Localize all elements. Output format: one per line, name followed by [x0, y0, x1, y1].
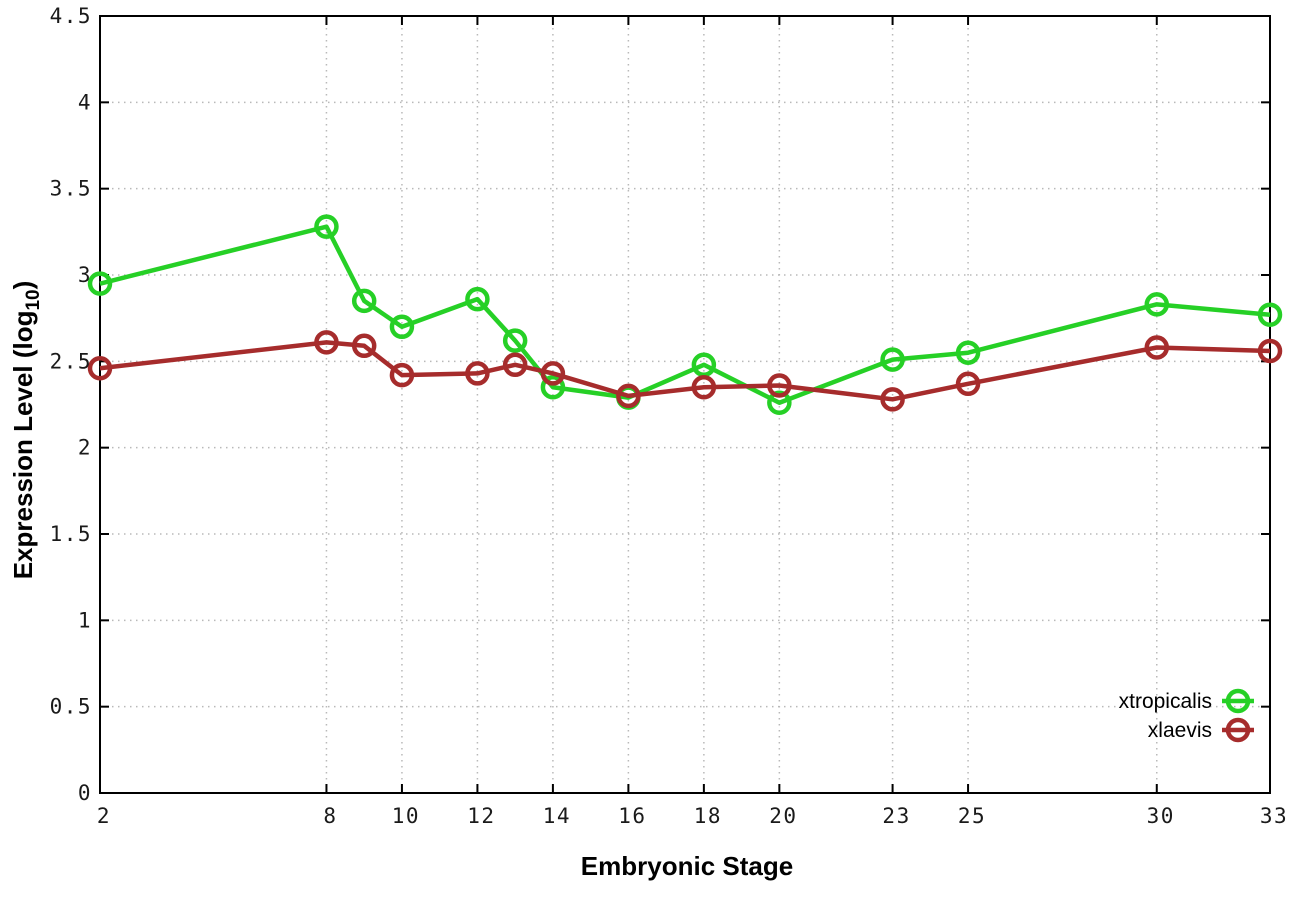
data-point-marker-xtropicalis — [767, 390, 792, 416]
y-tick-label: 3.5 — [50, 177, 92, 201]
data-point-marker-xtropicalis — [1257, 302, 1283, 327]
y-tick-label: 4.5 — [50, 4, 92, 28]
data-point-marker-xtropicalis — [465, 286, 490, 312]
y-tick-label: 0 — [78, 781, 92, 805]
legend-item-xtropicalis: xtropicalis — [1119, 688, 1254, 714]
data-point-marker-xlaevis — [540, 361, 566, 386]
y-axis-title-prefix: Expression Level (log — [8, 311, 38, 580]
data-point-marker-xlaevis — [691, 374, 717, 400]
series-line-xtropicalis — [99, 224, 1271, 406]
legend-label: xtropicalis — [1119, 690, 1212, 713]
x-tick-label: 33 — [1260, 804, 1288, 828]
data-point-marker-xtropicalis — [1144, 292, 1170, 317]
data-point-marker-xtropicalis — [87, 271, 113, 296]
legend-item-xlaevis: xlaevis — [1148, 717, 1254, 743]
y-tick-label: 1.5 — [50, 522, 92, 546]
data-point-marker-xlaevis — [880, 387, 905, 412]
data-point-marker-xtropicalis — [502, 328, 528, 353]
data-point-marker-xlaevis — [767, 373, 792, 398]
x-tick-label: 20 — [769, 804, 797, 828]
y-tick-label: 0.5 — [50, 695, 92, 719]
legend: xtropicalis xlaevis — [1119, 688, 1254, 743]
legend-marker — [1225, 688, 1251, 714]
data-point-marker-xtropicalis — [351, 288, 377, 314]
data-point-marker-xtropicalis — [389, 314, 415, 340]
data-point-marker-xlaevis — [87, 355, 113, 381]
plot-border — [99, 15, 1271, 794]
data-point-marker-xlaevis — [389, 362, 415, 388]
x-tick-label: 8 — [323, 804, 337, 828]
x-tick-label: 23 — [882, 804, 910, 828]
x-tick-label: 10 — [392, 804, 420, 828]
data-point-marker-xlaevis — [465, 361, 490, 386]
x-tick-label: 25 — [958, 804, 986, 828]
y-tick-label: 3 — [78, 263, 92, 287]
data-point-marker-xtropicalis — [540, 374, 566, 400]
data-point-marker-xtropicalis — [691, 352, 717, 378]
x-axis-title: Embryonic Stage — [581, 851, 793, 881]
y-tick-label: 2.5 — [50, 349, 92, 373]
data-point-marker-xtropicalis — [880, 347, 905, 372]
y-tick-label: 2 — [78, 436, 92, 460]
legend-marker — [1225, 717, 1251, 743]
data-point-marker-xlaevis — [1144, 335, 1170, 360]
x-tick-label: 30 — [1147, 804, 1175, 828]
x-tick-label: 12 — [467, 804, 495, 828]
x-tick-label: 16 — [618, 804, 646, 828]
y-axis-title-subscript: 10 — [23, 289, 44, 310]
y-tick-label: 1 — [78, 608, 92, 632]
y-axis-title: Expression Level (log10) — [8, 281, 44, 580]
data-point-marker-xlaevis — [502, 352, 528, 378]
data-point-marker-xlaevis — [616, 383, 641, 409]
x-tick-label: 14 — [543, 804, 571, 828]
data-point-marker-xtropicalis — [314, 214, 339, 239]
y-axis-title-suffix: ) — [8, 281, 38, 290]
data-point-marker-xlaevis — [955, 371, 981, 397]
data-point-marker-xtropicalis — [955, 340, 981, 365]
y-tick-label: 4 — [78, 90, 92, 114]
data-point-marker-xlaevis — [314, 330, 339, 355]
legend-label: xlaevis — [1148, 719, 1212, 742]
data-point-marker-xlaevis — [351, 333, 377, 359]
x-tick-label: 18 — [694, 804, 722, 828]
x-tick-label: 2 — [97, 804, 111, 828]
data-point-marker-xlaevis — [1257, 338, 1283, 364]
